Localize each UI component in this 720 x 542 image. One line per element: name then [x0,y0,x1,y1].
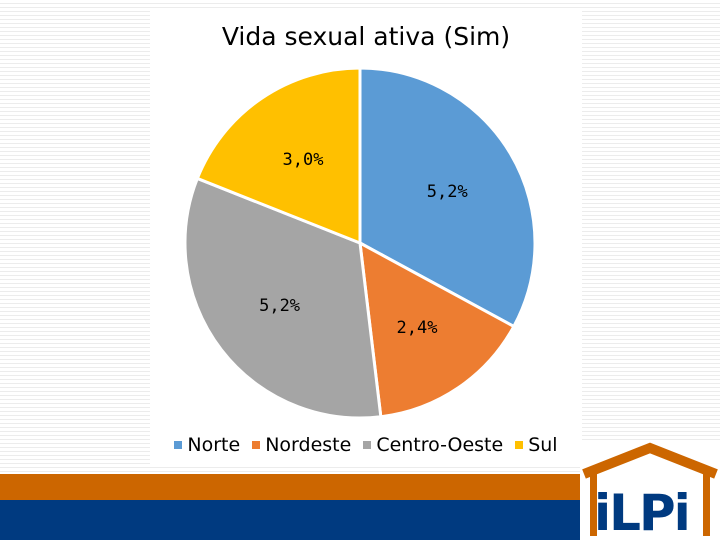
legend-swatch-nordeste [252,441,261,449]
pie-slice-sul [195,66,362,246]
legend-label-centro-oeste: Centro-Oeste [376,434,504,456]
pie-slice-norte [358,66,537,329]
ilpi-logo: iLPi [580,440,720,542]
chart-legend: Norte Nordeste Centro-Oeste Sul [150,434,582,456]
legend-item-centro-oeste: Centro-Oeste [363,434,503,456]
legend-swatch-sul [515,441,524,449]
data-label-norte: 5,2% [427,182,468,202]
legend-label-sul: Sul [528,434,558,456]
data-label-centro-oeste: 5,2% [259,296,300,316]
logo-text: iLPi [594,484,691,542]
legend-label-norte: Norte [187,434,241,456]
legend-swatch-centro-oeste [363,441,372,449]
chart-title: Vida sexual ativa (Sim) [221,22,511,51]
legend-item-sul: Sul [515,434,558,456]
data-label-nordeste: 2,4% [397,318,438,338]
data-label-sul: 3,0% [283,150,324,170]
legend-item-norte: Norte [174,434,240,456]
pie-slice-nordeste [358,240,516,419]
legend-swatch-norte [174,441,183,449]
house-roof-icon [582,442,718,536]
legend-label-nordeste: Nordeste [265,434,352,456]
pie-slice-centro-oeste [183,176,383,420]
legend-item-nordeste: Nordeste [252,434,351,456]
